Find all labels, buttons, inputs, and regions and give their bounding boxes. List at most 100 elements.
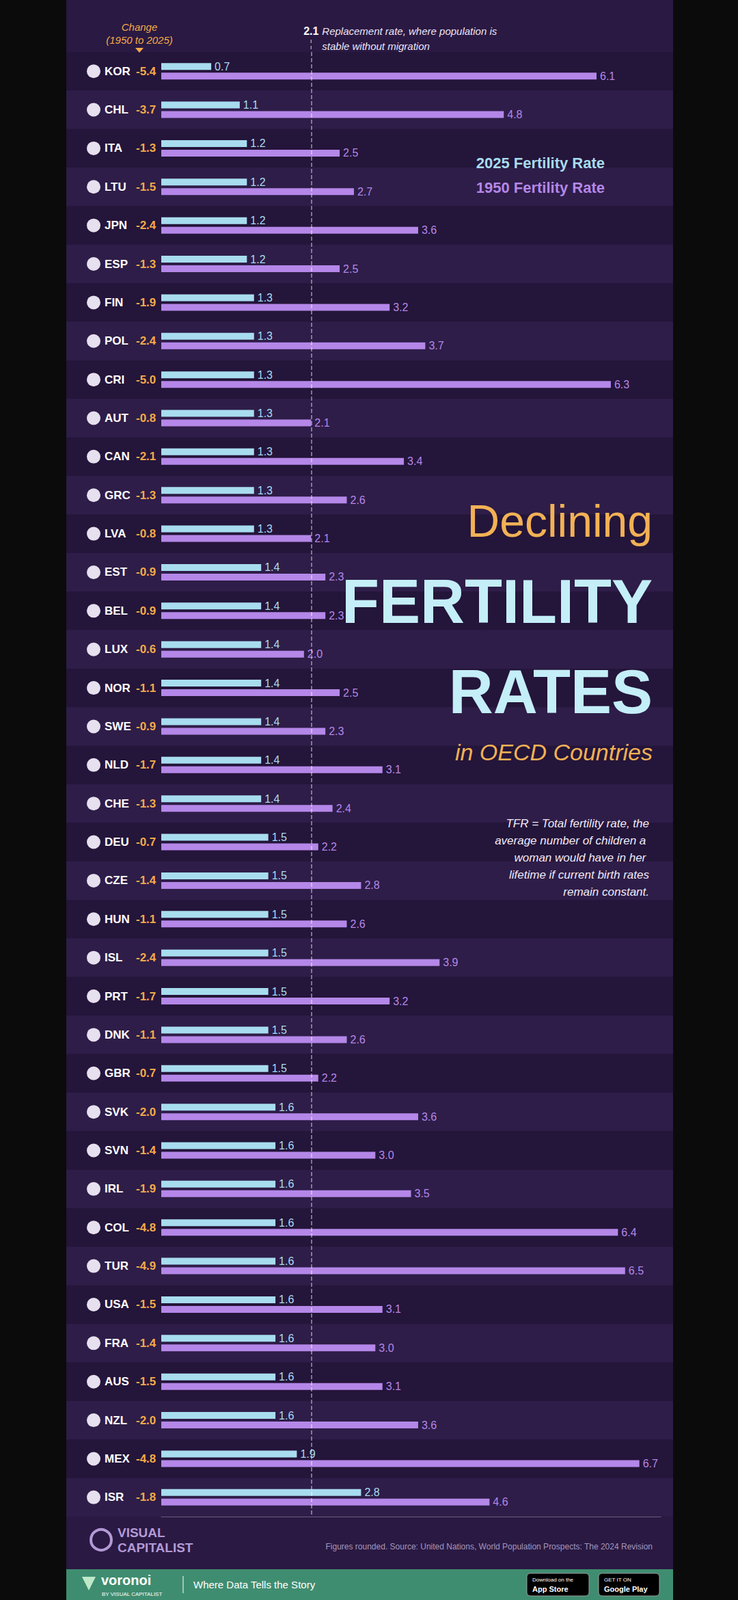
svg-text:KOR: KOR <box>104 64 131 78</box>
svg-text:1.2: 1.2 <box>250 176 266 188</box>
svg-text:SVK: SVK <box>104 1104 130 1118</box>
svg-text:3.0: 3.0 <box>378 1148 394 1161</box>
svg-text:RATES: RATES <box>448 657 653 726</box>
svg-text:-1.8: -1.8 <box>135 1489 156 1503</box>
svg-text:Change: Change <box>121 21 158 33</box>
svg-text:2.3: 2.3 <box>328 725 344 737</box>
svg-text:CRI: CRI <box>104 373 125 387</box>
svg-text:2.1: 2.1 <box>303 25 319 37</box>
svg-text:lifetime if current birth rate: lifetime if current birth rates <box>509 867 650 881</box>
svg-text:-2.0: -2.0 <box>135 1104 156 1118</box>
svg-text:3.6: 3.6 <box>421 1110 437 1123</box>
svg-text:GET IT ON: GET IT ON <box>604 1575 632 1582</box>
svg-text:FERTILITY: FERTILITY <box>341 567 653 636</box>
svg-text:1.6: 1.6 <box>278 1216 294 1228</box>
svg-text:ITA: ITA <box>104 141 123 155</box>
svg-text:-0.7: -0.7 <box>135 835 156 849</box>
svg-text:-1.3: -1.3 <box>135 796 156 810</box>
svg-text:1.4: 1.4 <box>264 638 280 650</box>
svg-text:6.7: 6.7 <box>643 1456 659 1469</box>
svg-text:1950 Fertility Rate: 1950 Fertility Rate <box>476 179 605 197</box>
svg-text:CAPITALIST: CAPITALIST <box>117 1539 194 1554</box>
svg-text:Declining: Declining <box>467 495 653 546</box>
svg-text:-0.9: -0.9 <box>135 565 156 579</box>
svg-text:-4.8: -4.8 <box>135 1220 156 1234</box>
svg-text:woman would have in her: woman would have in her <box>513 850 650 864</box>
svg-text:ESP: ESP <box>104 257 128 271</box>
svg-text:3.4: 3.4 <box>407 455 423 467</box>
svg-text:1.4: 1.4 <box>264 561 280 573</box>
svg-text:1.4: 1.4 <box>264 753 280 766</box>
svg-text:LTU: LTU <box>104 180 127 194</box>
svg-text:FRA: FRA <box>104 1335 129 1349</box>
svg-text:1.6: 1.6 <box>278 1292 294 1305</box>
svg-text:Google Play: Google Play <box>604 1583 648 1593</box>
svg-text:2.5: 2.5 <box>343 263 359 275</box>
svg-text:2.2: 2.2 <box>321 1071 337 1084</box>
svg-text:2.0: 2.0 <box>307 647 323 660</box>
svg-text:PRT: PRT <box>104 989 129 1003</box>
svg-text:AUS: AUS <box>104 1374 130 1388</box>
svg-text:6.1: 6.1 <box>599 70 615 82</box>
svg-text:1.6: 1.6 <box>278 1254 294 1267</box>
svg-text:2.1: 2.1 <box>314 416 330 429</box>
svg-text:JPN: JPN <box>104 218 128 232</box>
svg-text:CZE: CZE <box>104 873 128 887</box>
svg-text:LVA: LVA <box>104 526 126 540</box>
svg-text:-1.3: -1.3 <box>135 257 156 271</box>
svg-text:4.6: 4.6 <box>492 1495 508 1507</box>
svg-text:-1.5: -1.5 <box>135 180 156 194</box>
svg-text:-1.3: -1.3 <box>135 488 156 502</box>
svg-text:2.2: 2.2 <box>321 840 337 853</box>
svg-text:-0.9: -0.9 <box>135 604 156 618</box>
svg-text:1.5: 1.5 <box>271 830 287 843</box>
svg-text:1.6: 1.6 <box>278 1100 294 1113</box>
svg-text:SWE: SWE <box>104 719 132 733</box>
svg-text:1.2: 1.2 <box>250 137 266 149</box>
svg-text:CHE: CHE <box>104 796 130 810</box>
svg-text:NLD: NLD <box>104 757 129 771</box>
svg-text:3.6: 3.6 <box>421 1418 437 1431</box>
svg-text:NZL: NZL <box>104 1413 128 1427</box>
svg-text:6.5: 6.5 <box>628 1264 644 1276</box>
svg-text:-1.4: -1.4 <box>135 873 157 887</box>
svg-text:MEX: MEX <box>104 1451 131 1465</box>
svg-text:App Store: App Store <box>532 1583 569 1593</box>
svg-text:-0.8: -0.8 <box>135 411 156 425</box>
svg-text:-1.1: -1.1 <box>135 681 156 695</box>
svg-text:1.6: 1.6 <box>278 1409 294 1421</box>
svg-text:DEU: DEU <box>104 835 130 849</box>
svg-text:2.4: 2.4 <box>336 802 352 814</box>
svg-text:GBR: GBR <box>104 1066 131 1079</box>
svg-text:CHL: CHL <box>104 103 129 117</box>
svg-text:1.3: 1.3 <box>257 291 273 304</box>
svg-text:-2.1: -2.1 <box>135 449 156 463</box>
svg-text:-3.7: -3.7 <box>135 103 156 117</box>
svg-text:1.3: 1.3 <box>257 369 273 381</box>
svg-text:voronoi: voronoi <box>101 1571 152 1587</box>
svg-text:2.8: 2.8 <box>364 1485 380 1498</box>
svg-text:1.3: 1.3 <box>257 522 273 535</box>
svg-text:SVN: SVN <box>104 1143 129 1157</box>
svg-text:-1.1: -1.1 <box>135 1027 156 1041</box>
svg-text:3.0: 3.0 <box>378 1341 394 1353</box>
svg-text:Where Data Tells the Story: Where Data Tells the Story <box>193 1577 316 1590</box>
svg-text:-2.4: -2.4 <box>135 218 157 232</box>
svg-text:1.4: 1.4 <box>264 599 280 612</box>
svg-text:2.5: 2.5 <box>343 686 359 699</box>
svg-text:stable without migration: stable without migration <box>321 40 430 52</box>
svg-text:6.4: 6.4 <box>621 1225 637 1238</box>
svg-text:POL: POL <box>104 334 129 348</box>
svg-text:1.5: 1.5 <box>271 908 287 920</box>
svg-text:0.7: 0.7 <box>214 60 230 73</box>
svg-text:TUR: TUR <box>104 1258 129 1272</box>
svg-text:3.1: 3.1 <box>386 1379 402 1392</box>
svg-text:Download on the: Download on the <box>532 1575 574 1582</box>
svg-text:BEL: BEL <box>104 604 128 618</box>
svg-text:-1.9: -1.9 <box>135 295 156 309</box>
svg-text:3.1: 3.1 <box>386 763 402 775</box>
svg-text:2.1: 2.1 <box>314 532 330 544</box>
svg-text:-1.3: -1.3 <box>135 141 156 155</box>
svg-text:DNK: DNK <box>104 1027 131 1041</box>
svg-text:AUT: AUT <box>104 411 130 425</box>
